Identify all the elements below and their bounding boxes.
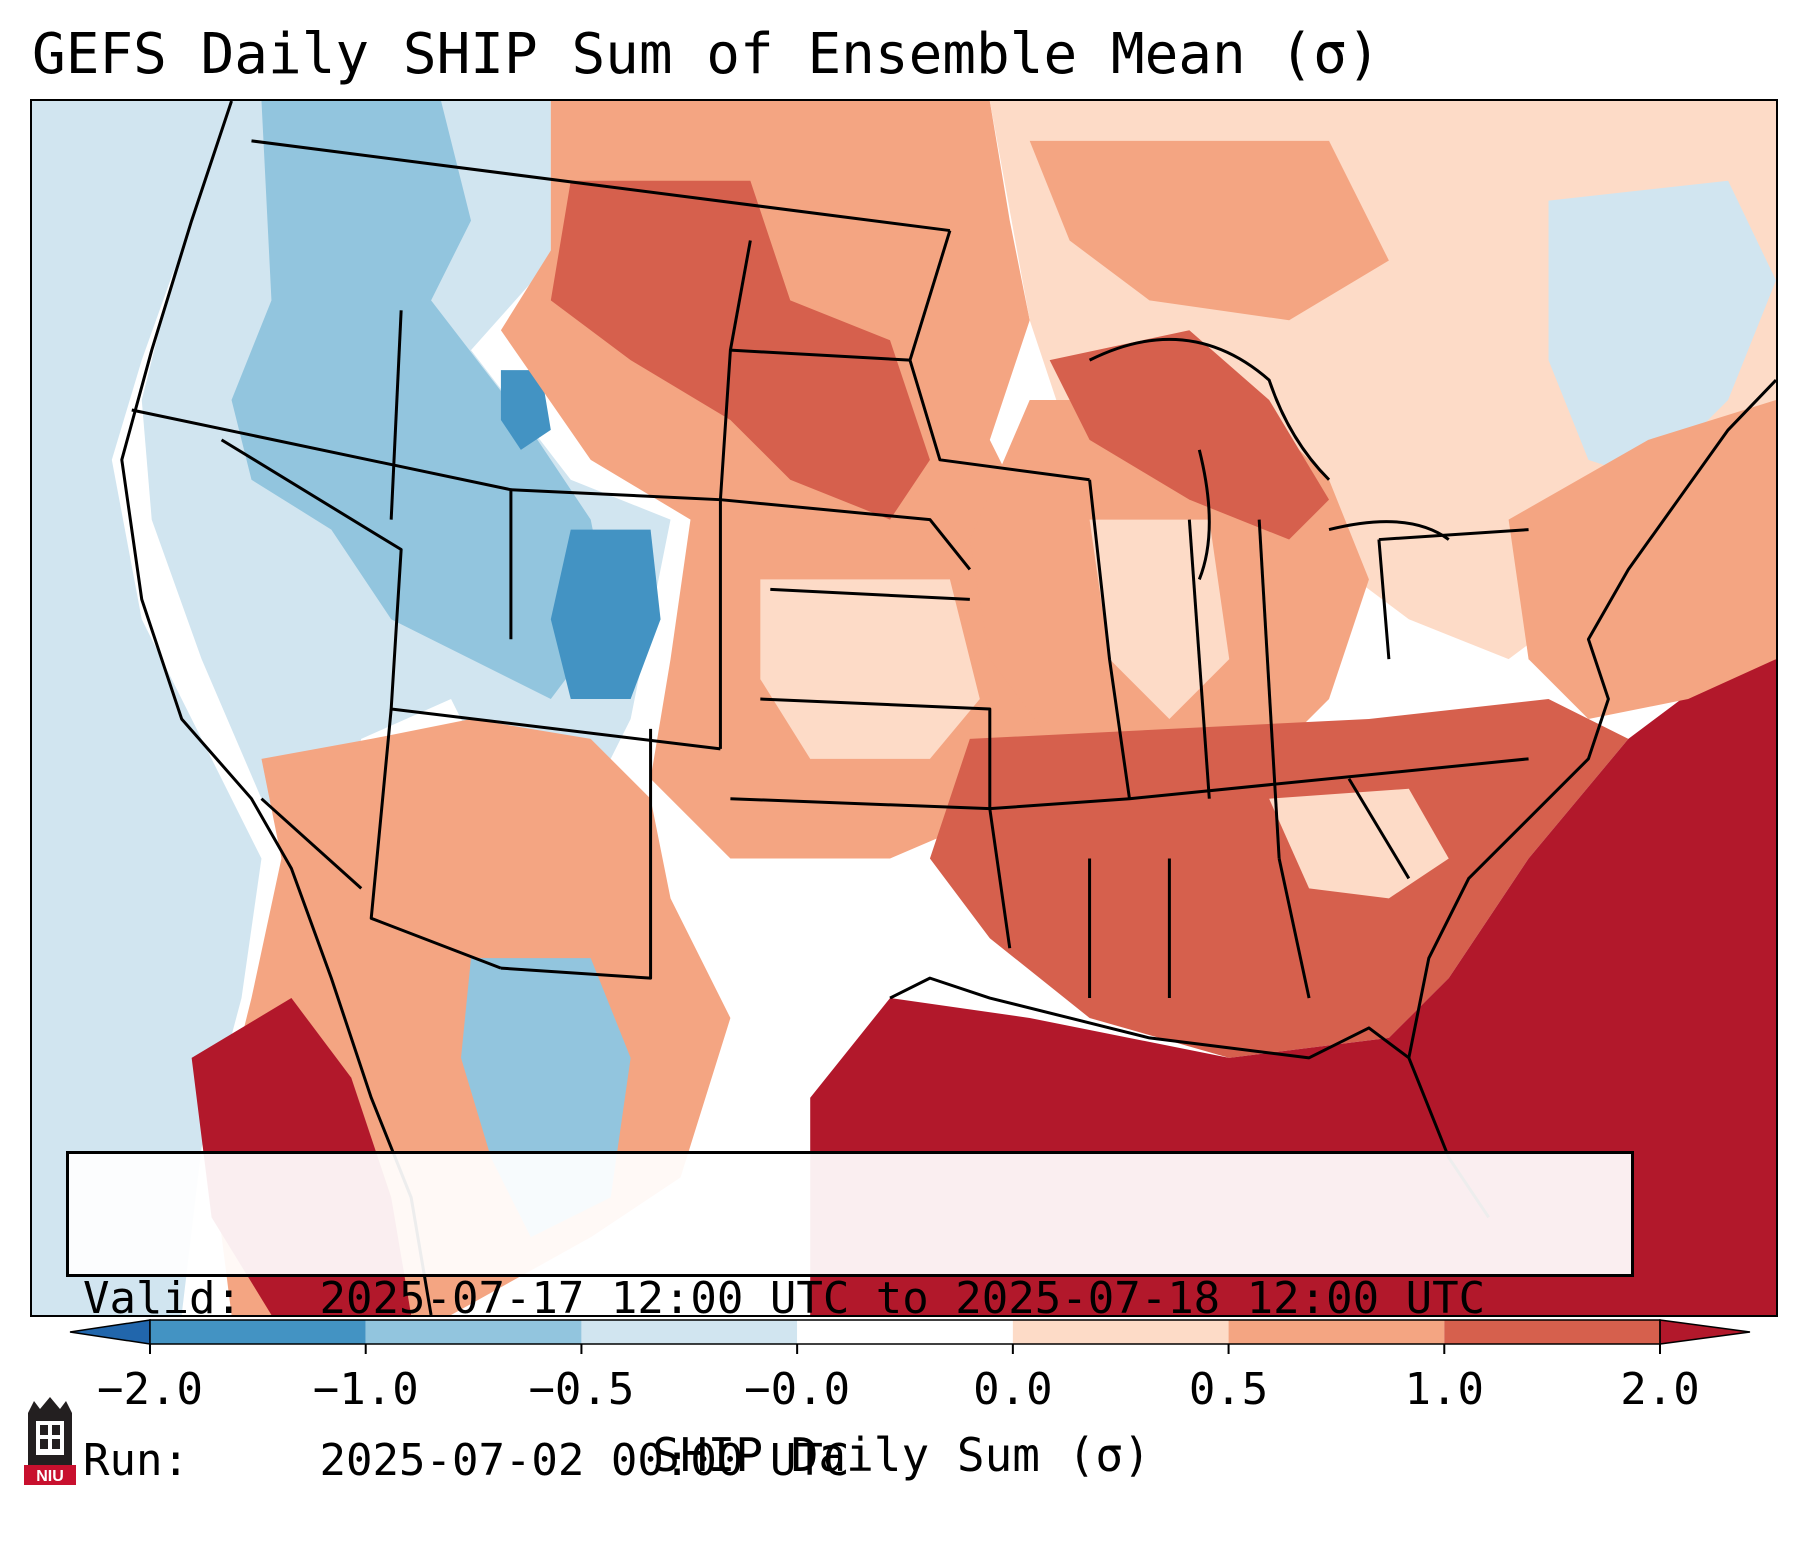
colorbar-outline [149,1319,1661,1345]
coastlines [120,101,1776,1315]
run-line: Run: 2025-07-02 00:00 UTC [83,1434,1617,1488]
kansas-light-region [760,579,980,759]
map-panel [30,99,1778,1317]
page-title: GEFS Daily SHIP Sum of Ensemble Mean (σ) [32,22,1381,87]
southeast-warm-region [929,699,1629,1058]
west-medium-blue-region [231,101,611,700]
colorbar-bin [1444,1320,1660,1344]
colorbar [69,1319,1751,1354]
colorbar-bin [797,1320,1013,1344]
valid-label: Valid: [83,1273,242,1324]
new-england-blue [1548,180,1776,480]
valid-run-info-box: Valid: 2025-07-17 12:00 UTC to 2025-07-1… [66,1151,1634,1486]
canada-east-warm [1029,140,1389,321]
valid-line: Valid: 2025-07-17 12:00 UTC to 2025-07-1… [83,1272,1617,1326]
colorbar-tick-label: −2.0 [97,1364,203,1415]
colorbar-bin [1012,1320,1229,1344]
state-borders [131,139,1529,999]
colorbar-bin [150,1320,366,1344]
colorbar-label: SHIP Daily Sum (σ) [652,1428,1151,1482]
colorbar-tick-label: 2.0 [1620,1364,1700,1415]
colorbar-tick-label: 0.5 [1188,1364,1269,1415]
pacific-region [32,101,262,1315]
colorbar-tick-label: −0.0 [744,1364,851,1415]
great-lakes-red [1049,330,1330,540]
colorbar-bin [581,1320,798,1344]
colorbar-extend-low [69,1319,151,1345]
valid-value: 2025-07-17 12:00 UTC to 2025-07-18 12:00… [319,1273,1486,1324]
svg-text:NIU: NIU [36,1468,64,1485]
colorbar-tick-label: 1.0 [1404,1364,1485,1415]
wyoming-blue-spot [500,370,551,450]
colorbar-bin [1228,1320,1445,1344]
ship-anomaly-map [32,101,1776,1315]
colorado-blue-core [550,529,661,700]
colorbar-tick-label: −0.5 [528,1364,635,1415]
atlantic-light-band [1508,400,1776,719]
colorbar-bin [365,1320,582,1344]
niu-tower-logo-icon: NIU [24,1397,76,1485]
colorbar-tick-label: −1.0 [312,1364,419,1415]
colorbar-extend-high [1659,1319,1751,1345]
colorbar-tick-label: 0.0 [973,1364,1053,1415]
run-label: Run: [83,1435,189,1486]
run-value: 2025-07-02 00:00 UTC [319,1435,850,1486]
